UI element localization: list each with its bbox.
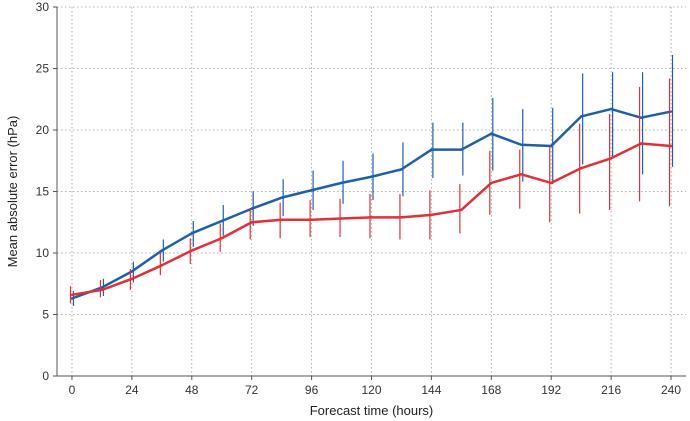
data-point (310, 218, 313, 221)
data-point (669, 110, 673, 113)
data-point (579, 115, 583, 118)
y-tick-label: 25 (36, 62, 50, 76)
data-point (490, 132, 493, 135)
x-tick-label: 240 (661, 383, 681, 397)
data-point (130, 270, 134, 273)
y-tick-label: 0 (42, 369, 49, 383)
axes (53, 6, 686, 380)
y-tick-label: 10 (36, 246, 50, 260)
y-axis-title: Mean absolute error (hPa) (5, 116, 20, 268)
data-point (250, 207, 253, 210)
data-point (669, 144, 673, 148)
data-point (160, 249, 164, 252)
data-point (160, 264, 164, 267)
data-point (579, 166, 583, 170)
series-2 (69, 78, 673, 304)
data-point (280, 196, 283, 199)
data-point (609, 107, 613, 111)
x-tick-label: 192 (541, 383, 561, 397)
x-tick-label: 120 (361, 383, 381, 397)
data-point (400, 168, 403, 171)
data-point (100, 286, 104, 289)
tick-labels: 0 24 48 72 96 120 144 168 192 216 240 0 5 10 15 20 25 30 (36, 0, 682, 397)
data-point (520, 173, 523, 176)
data-point (490, 181, 493, 185)
x-tick-label: 144 (421, 383, 441, 397)
data-point (639, 116, 643, 119)
data-point (340, 181, 343, 185)
data-point (609, 157, 613, 160)
x-tick-label: 216 (601, 383, 621, 397)
data-point (430, 213, 433, 217)
series-1 (70, 54, 674, 306)
data-point (550, 144, 553, 148)
series-area (69, 54, 674, 306)
data-point (250, 221, 253, 224)
data-point (400, 216, 403, 219)
x-tick-label: 48 (185, 383, 199, 397)
data-point (220, 237, 223, 240)
data-point (70, 297, 74, 300)
x-tick-label: 96 (305, 383, 319, 397)
data-point (280, 218, 283, 221)
data-point (340, 217, 343, 220)
data-point (520, 143, 523, 146)
x-tick-label: 72 (245, 383, 259, 397)
x-axis-title: Forecast time (hours) (310, 403, 434, 418)
data-point (70, 293, 74, 297)
y-tick-label: 20 (36, 123, 50, 137)
data-point (190, 232, 193, 235)
y-tick-label: 5 (42, 308, 49, 322)
data-point (460, 148, 463, 151)
x-tick-label: 24 (125, 383, 139, 397)
data-point (220, 219, 223, 223)
data-point (130, 277, 134, 281)
x-tick-label: 168 (481, 383, 501, 397)
y-tick-label: 15 (36, 185, 50, 199)
data-point (310, 189, 313, 192)
data-point (430, 148, 433, 151)
data-point (100, 288, 104, 292)
y-tick-label: 30 (36, 0, 50, 14)
x-tick-label: 0 (69, 383, 76, 397)
data-point (370, 216, 373, 219)
data-point (190, 249, 193, 252)
data-point (460, 208, 463, 212)
data-point (639, 142, 643, 145)
data-point (370, 175, 373, 178)
data-point (550, 181, 553, 185)
grid (57, 6, 686, 376)
